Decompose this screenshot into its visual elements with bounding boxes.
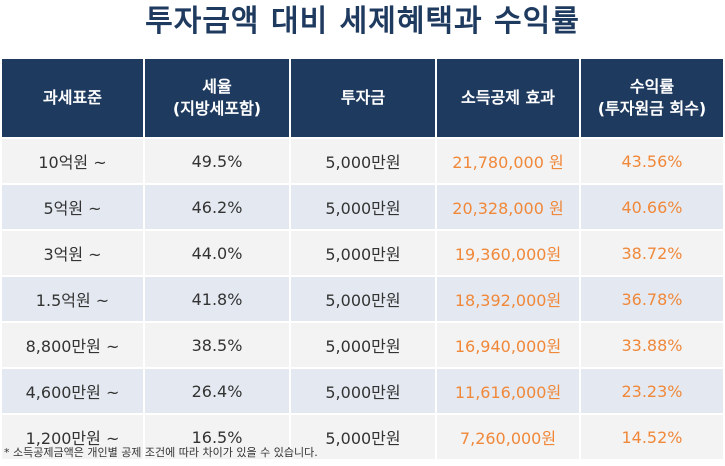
cell-deduction: 21,780,000 원: [437, 137, 581, 183]
cell-deduction: 16,940,000원: [437, 321, 581, 367]
cell-return: 43.56%: [581, 137, 723, 183]
header-tax-base: 과세표준: [2, 59, 145, 137]
cell-tax-rate: 44.0%: [145, 229, 291, 275]
cell-tax-base: 1,200만원 ~: [2, 413, 145, 459]
cell-investment: 5,000만원: [291, 321, 437, 367]
header-deduction-label: 소득공제 효과: [461, 88, 555, 107]
cell-tax-rate: 41.8%: [145, 275, 291, 321]
cell-return: 33.88%: [581, 321, 723, 367]
table-row: 4,600만원 ~ 26.4% 5,000만원 11,616,000원 23.2…: [2, 367, 723, 413]
footnote: * 소득공제금액은 개인별 공제 조건에 따라 차이가 있을 수 있습니다.: [4, 446, 318, 459]
header-return-label: 수익률: [629, 77, 675, 96]
table-row: 10억원 ~ 49.5% 5,000만원 21,780,000 원 43.56%: [2, 137, 723, 183]
cell-return: 36.78%: [581, 275, 723, 321]
table-row: 1,200만원 ~ 16.5% 5,000만원 7,260,000원 14.52…: [2, 413, 723, 459]
header-deduction: 소득공제 효과: [437, 59, 581, 137]
tax-benefit-table: 과세표준 세율 (지방세포함) 투자금 소득공제 효과 수익률 (투자원금 회수…: [2, 59, 723, 459]
cell-deduction: 11,616,000원: [437, 367, 581, 413]
table-row: 3억원 ~ 44.0% 5,000만원 19,360,000원 38.72%: [2, 229, 723, 275]
table-header: 과세표준 세율 (지방세포함) 투자금 소득공제 효과 수익률 (투자원금 회수…: [2, 59, 723, 137]
cell-tax-rate: 49.5%: [145, 137, 291, 183]
cell-tax-base: 3억원 ~: [2, 229, 145, 275]
header-return-sublabel: (투자원금 회수): [597, 99, 707, 118]
cell-tax-rate: 38.5%: [145, 321, 291, 367]
table-row: 1.5억원 ~ 41.8% 5,000만원 18,392,000원 36.78%: [2, 275, 723, 321]
cell-investment: 5,000만원: [291, 367, 437, 413]
cell-investment: 5,000만원: [291, 229, 437, 275]
header-investment-label: 투자금: [340, 88, 386, 107]
cell-tax-base: 10억원 ~: [2, 137, 145, 183]
cell-investment: 5,000만원: [291, 183, 437, 229]
header-investment: 투자금: [291, 59, 437, 137]
cell-tax-base: 5억원 ~: [2, 183, 145, 229]
cell-tax-rate: 46.2%: [145, 183, 291, 229]
header-tax-rate-label: 세율: [202, 77, 232, 96]
cell-return: 14.52%: [581, 413, 723, 459]
header-row: 과세표준 세율 (지방세포함) 투자금 소득공제 효과 수익률 (투자원금 회수…: [2, 59, 723, 137]
cell-deduction: 18,392,000원: [437, 275, 581, 321]
cell-return: 40.66%: [581, 183, 723, 229]
table-row: 8,800만원 ~ 38.5% 5,000만원 16,940,000원 33.8…: [2, 321, 723, 367]
cell-deduction: 20,328,000 원: [437, 183, 581, 229]
header-tax-rate-sublabel: (지방세포함): [172, 99, 262, 118]
cell-tax-rate: 26.4%: [145, 367, 291, 413]
cell-investment: 5,000만원: [291, 413, 437, 459]
cell-tax-base: 1.5억원 ~: [2, 275, 145, 321]
cell-investment: 5,000만원: [291, 275, 437, 321]
table-row: 5억원 ~ 46.2% 5,000만원 20,328,000 원 40.66%: [2, 183, 723, 229]
header-tax-rate: 세율 (지방세포함): [145, 59, 291, 137]
cell-investment: 5,000만원: [291, 137, 437, 183]
cell-tax-base: 8,800만원 ~: [2, 321, 145, 367]
cell-deduction: 19,360,000원: [437, 229, 581, 275]
cell-return: 38.72%: [581, 229, 723, 275]
cell-tax-base: 4,600만원 ~: [2, 367, 145, 413]
cell-tax-rate: 16.5%: [145, 413, 291, 459]
header-return: 수익률 (투자원금 회수): [581, 59, 723, 137]
cell-return: 23.23%: [581, 367, 723, 413]
table-body: 10억원 ~ 49.5% 5,000만원 21,780,000 원 43.56%…: [2, 137, 723, 459]
header-tax-base-label: 과세표준: [43, 88, 102, 107]
cell-deduction: 7,260,000원: [437, 413, 581, 459]
page-title: 투자금액 대비 세제혜택과 수익률: [145, 4, 580, 39]
